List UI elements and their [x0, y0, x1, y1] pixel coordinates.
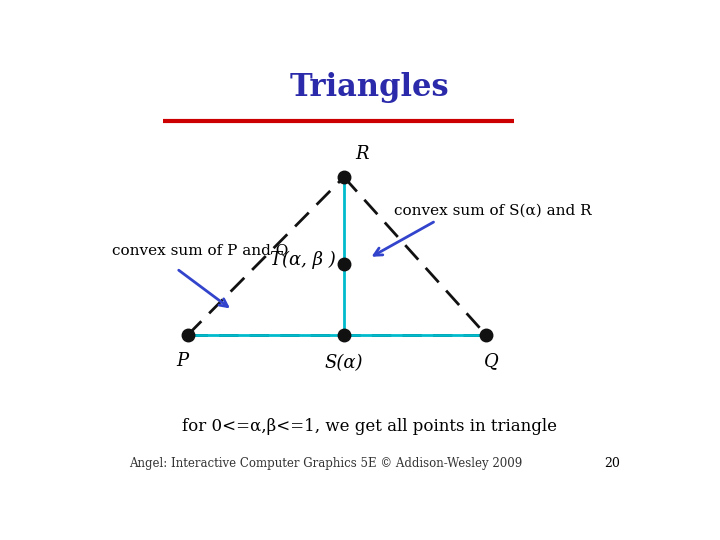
Text: Q: Q — [485, 352, 499, 370]
Text: P: P — [176, 352, 188, 370]
Text: 20: 20 — [604, 457, 620, 470]
Text: S(α): S(α) — [325, 354, 363, 372]
Text: convex sum of P and Q: convex sum of P and Q — [112, 243, 289, 257]
Text: Triangles: Triangles — [289, 72, 449, 103]
Text: Angel: Interactive Computer Graphics 5E © Addison-Wesley 2009: Angel: Interactive Computer Graphics 5E … — [129, 457, 522, 470]
Text: convex sum of S(α) and R: convex sum of S(α) and R — [394, 204, 592, 217]
Text: for 0<=α,β<=1, we get all points in triangle: for 0<=α,β<=1, we get all points in tria… — [181, 418, 557, 435]
Text: R: R — [355, 145, 369, 163]
Text: T(α, β ): T(α, β ) — [270, 251, 336, 269]
